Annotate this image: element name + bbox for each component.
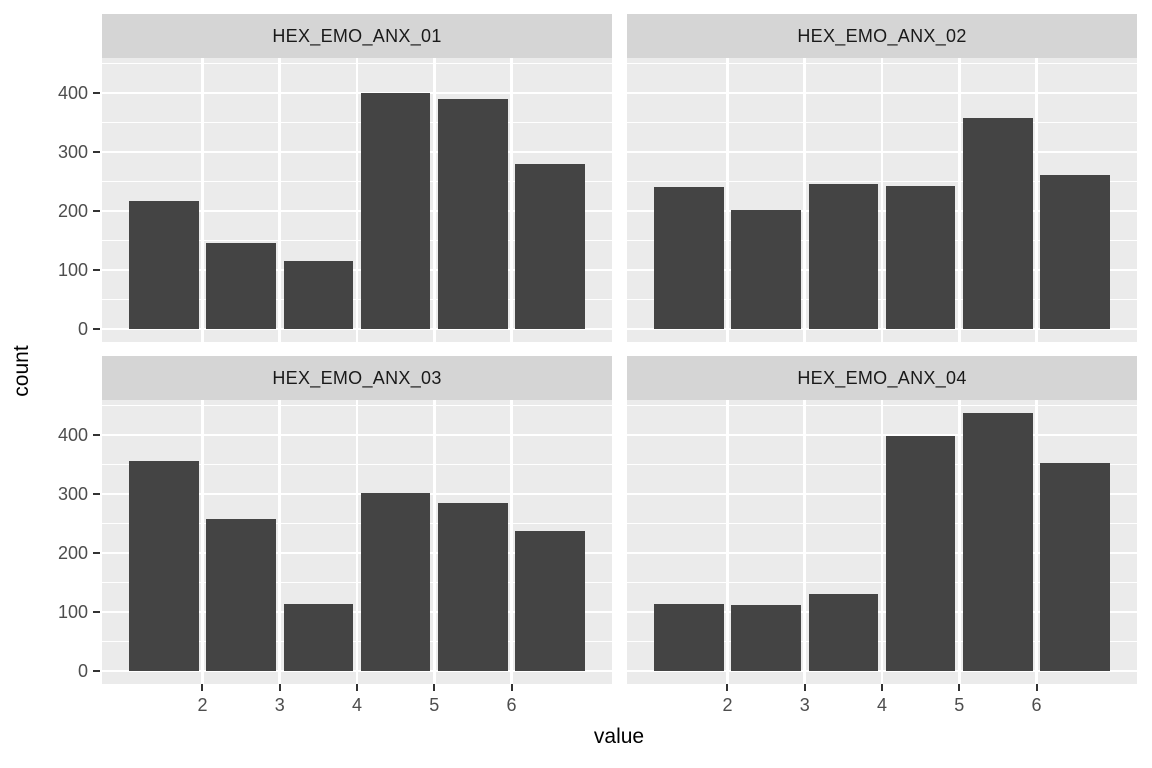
- y-tick-label: 300: [57, 483, 88, 504]
- bar: [206, 519, 276, 671]
- facet-panel: [102, 400, 612, 684]
- bar: [1040, 175, 1110, 329]
- bar: [885, 185, 956, 329]
- x-tick-label: 3: [799, 695, 810, 715]
- y-tick-label: 0: [77, 319, 88, 339]
- bar: [515, 163, 585, 329]
- facet-title: HEX_EMO_ANX_02: [797, 25, 967, 46]
- gridline-major-v: [803, 400, 806, 684]
- y-axis-tick: [93, 328, 100, 330]
- y-tick-label: 100: [57, 601, 88, 622]
- x-tick-label: 4: [876, 695, 887, 715]
- x-axis-tick: [510, 684, 513, 691]
- bar: [731, 604, 801, 671]
- facet-strip: HEX_EMO_ANX_04: [627, 356, 1137, 400]
- x-axis-tick: [881, 684, 883, 691]
- gridline-major-v: [726, 400, 729, 684]
- facet-strip: HEX_EMO_ANX_03: [102, 356, 612, 400]
- bar: [206, 243, 276, 329]
- y-tick-label: 200: [57, 542, 88, 563]
- x-axis-tick: [278, 684, 281, 691]
- x-tick-label: 6: [1031, 695, 1042, 715]
- bar: [654, 603, 724, 671]
- bar: [654, 187, 724, 329]
- y-axis-tick: [93, 433, 100, 436]
- y-axis-tick: [93, 150, 100, 153]
- gridline-major-v: [433, 400, 436, 684]
- bar: [283, 260, 354, 329]
- y-tick-label: 300: [57, 141, 88, 162]
- gridline-major-v: [803, 58, 806, 342]
- gridline-major-v: [880, 400, 884, 684]
- bar: [360, 92, 431, 329]
- gridline-major-v: [355, 400, 359, 684]
- facet-title: HEX_EMO_ANX_01: [272, 25, 442, 46]
- gridline-major-v: [726, 58, 729, 342]
- facet-title: HEX_EMO_ANX_04: [797, 367, 967, 388]
- gridline-major-v: [278, 58, 281, 342]
- y-tick-label: 0: [77, 661, 88, 681]
- x-tick-label: 6: [506, 695, 517, 715]
- y-tick-label: 400: [57, 424, 88, 445]
- bar: [808, 593, 879, 671]
- bar: [438, 503, 508, 671]
- gridline-major-v: [1035, 400, 1038, 684]
- bar: [129, 461, 199, 671]
- x-axis-tick: [1035, 684, 1038, 691]
- bar: [885, 436, 956, 671]
- bar: [129, 200, 199, 329]
- y-axis-tick: [93, 670, 100, 672]
- y-axis-tick: [93, 268, 100, 271]
- y-axis-tick: [93, 551, 100, 554]
- facet-panel: [627, 58, 1137, 342]
- x-axis-title: value: [593, 725, 645, 748]
- y-tick-label: 400: [57, 82, 88, 103]
- bar: [731, 210, 801, 329]
- gridline-major-v: [958, 58, 961, 342]
- gridline-major-v: [510, 58, 513, 342]
- gridline-major-v: [1035, 58, 1038, 342]
- facet-title: HEX_EMO_ANX_03: [272, 367, 442, 388]
- x-axis-tick: [201, 684, 204, 691]
- gridline-major-v: [278, 400, 281, 684]
- gridline-major-v: [958, 400, 961, 684]
- x-axis-tick: [356, 684, 358, 691]
- x-axis-tick: [433, 684, 436, 691]
- gridline-major-v: [201, 400, 204, 684]
- x-tick-label: 2: [722, 695, 733, 715]
- facet-panel: [627, 400, 1137, 684]
- bar: [963, 117, 1033, 329]
- bar: [283, 603, 354, 671]
- x-tick-label: 4: [351, 695, 362, 715]
- y-axis-tick: [93, 492, 100, 495]
- x-tick-label: 5: [954, 695, 965, 715]
- gridline-major-v: [355, 58, 359, 342]
- bar: [1040, 463, 1110, 671]
- gridline-major-v: [433, 58, 436, 342]
- bar: [515, 531, 585, 671]
- x-axis-tick: [803, 684, 806, 691]
- x-axis-tick: [958, 684, 961, 691]
- gridline-major-v: [201, 58, 204, 342]
- bar: [808, 183, 879, 329]
- y-tick-label: 100: [57, 259, 88, 280]
- gridline-major-v: [510, 400, 513, 684]
- facet-panel: [102, 58, 612, 342]
- facet-strip: HEX_EMO_ANX_02: [627, 14, 1137, 58]
- x-tick-label: 5: [429, 695, 440, 715]
- gridline-major-v: [880, 58, 884, 342]
- y-tick-label: 200: [57, 200, 88, 221]
- y-axis-tick: [93, 610, 100, 613]
- x-axis-tick: [726, 684, 729, 691]
- bar: [438, 98, 508, 329]
- x-tick-label: 2: [197, 695, 208, 715]
- y-axis-tick: [93, 91, 100, 94]
- bar: [360, 492, 431, 671]
- y-axis-tick: [93, 209, 100, 212]
- facet-strip: HEX_EMO_ANX_01: [102, 14, 612, 58]
- x-tick-label: 3: [274, 695, 285, 715]
- bar: [963, 412, 1033, 671]
- y-axis-title: count: [10, 345, 33, 397]
